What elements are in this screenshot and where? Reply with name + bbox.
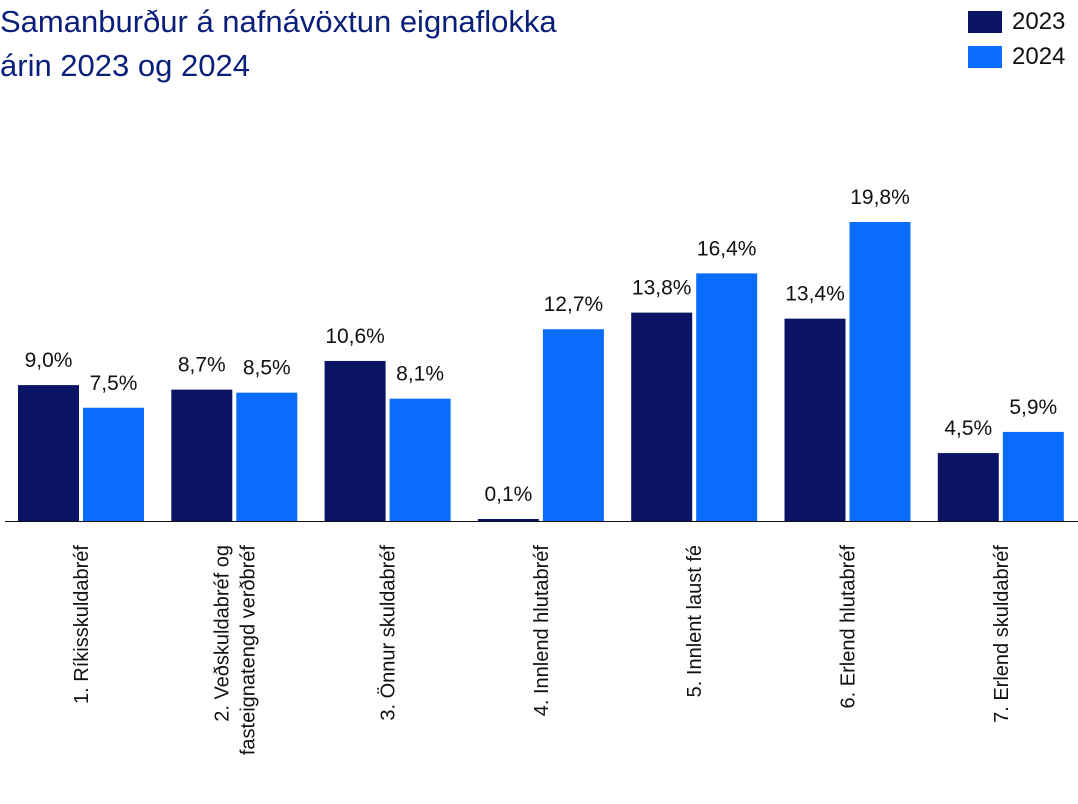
category-label-4-line-1: 4. Innlend hlutabréf: [531, 545, 553, 717]
category-label-1-line-1: 1. Ríkisskuldabréf: [71, 545, 93, 704]
bar-2024-6: [849, 222, 911, 521]
bar-2023-6: [784, 318, 846, 521]
bar-2024-2: [236, 392, 298, 521]
legend-label-2024: 2024: [1012, 42, 1066, 70]
legend-swatch-2024: [968, 45, 1002, 68]
category-label-6: 6. Erlend hlutabréf: [838, 545, 860, 709]
category-label-2-line-2: fasteignatengd verðbréf: [237, 545, 259, 756]
value-label-2024-7: 5,9%: [1009, 396, 1057, 419]
category-label-4: 4. Innlend hlutabréf: [531, 545, 553, 717]
bar-2023-2: [171, 389, 233, 521]
bar-2023-4: [477, 519, 539, 521]
bar-2024-5: [696, 273, 758, 521]
value-label-2024-6: 19,8%: [850, 186, 910, 209]
category-label-6-line-1: 6. Erlend hlutabréf: [838, 545, 860, 709]
category-label-3: 3. Önnur skuldabréf: [378, 545, 400, 721]
bar-2023-5: [631, 312, 693, 521]
value-label-2023-6: 13,4%: [785, 283, 845, 306]
value-label-2024-2: 8,5%: [243, 357, 291, 380]
bar-2023-7: [937, 453, 999, 521]
category-label-5-line-1: 5. Innlent laust fé: [684, 545, 706, 697]
legend-swatch-2023: [968, 10, 1002, 33]
legend-item-2024: 2024: [968, 39, 1065, 74]
bar-2023-1: [18, 385, 79, 521]
value-label-2023-7: 4,5%: [944, 417, 992, 440]
bar-2024-1: [83, 407, 144, 521]
value-label-2024-5: 16,4%: [697, 237, 757, 260]
value-label-2023-4: 0,1%: [484, 483, 532, 506]
category-label-5: 5. Innlent laust fé: [684, 545, 706, 697]
bar-2024-7: [1002, 431, 1064, 521]
bar-2024-4: [542, 329, 604, 521]
value-label-2023-5: 13,8%: [632, 277, 692, 300]
value-label-2023-1: 9,0%: [25, 349, 73, 372]
bar-2024-3: [389, 398, 451, 521]
category-label-3-line-1: 3. Önnur skuldabréf: [378, 545, 400, 721]
chart-title-line-1: Samanburður á nafnávöxtun eignaflokka: [0, 4, 557, 39]
category-label-2-line-1: 2. Veðskuldabréf og: [211, 545, 233, 722]
chart-title-line-2: árin 2023 og 2024: [0, 48, 250, 83]
category-label-7-line-1: 7. Erlend skuldabréf: [991, 545, 1013, 723]
category-label-1: 1. Ríkisskuldabréf: [71, 545, 93, 704]
value-label-2023-3: 10,6%: [325, 325, 385, 348]
legend-label-2023: 2023: [1012, 7, 1066, 35]
value-label-2023-2: 8,7%: [178, 354, 226, 377]
legend: 2023 2024: [968, 4, 1065, 74]
bar-2023-3: [324, 360, 386, 521]
chart-title: Samanburður á nafnávöxtun eignaflokka ár…: [0, 0, 760, 88]
category-label-2: 2. Veðskuldabréf og fasteignatengd verðbr…: [211, 545, 259, 756]
legend-item-2023: 2023: [968, 4, 1065, 39]
value-label-2024-1: 7,5%: [90, 372, 138, 395]
category-label-7: 7. Erlend skuldabréf: [991, 545, 1013, 723]
value-label-2024-4: 12,7%: [544, 293, 604, 316]
value-label-2024-3: 8,1%: [396, 363, 444, 386]
